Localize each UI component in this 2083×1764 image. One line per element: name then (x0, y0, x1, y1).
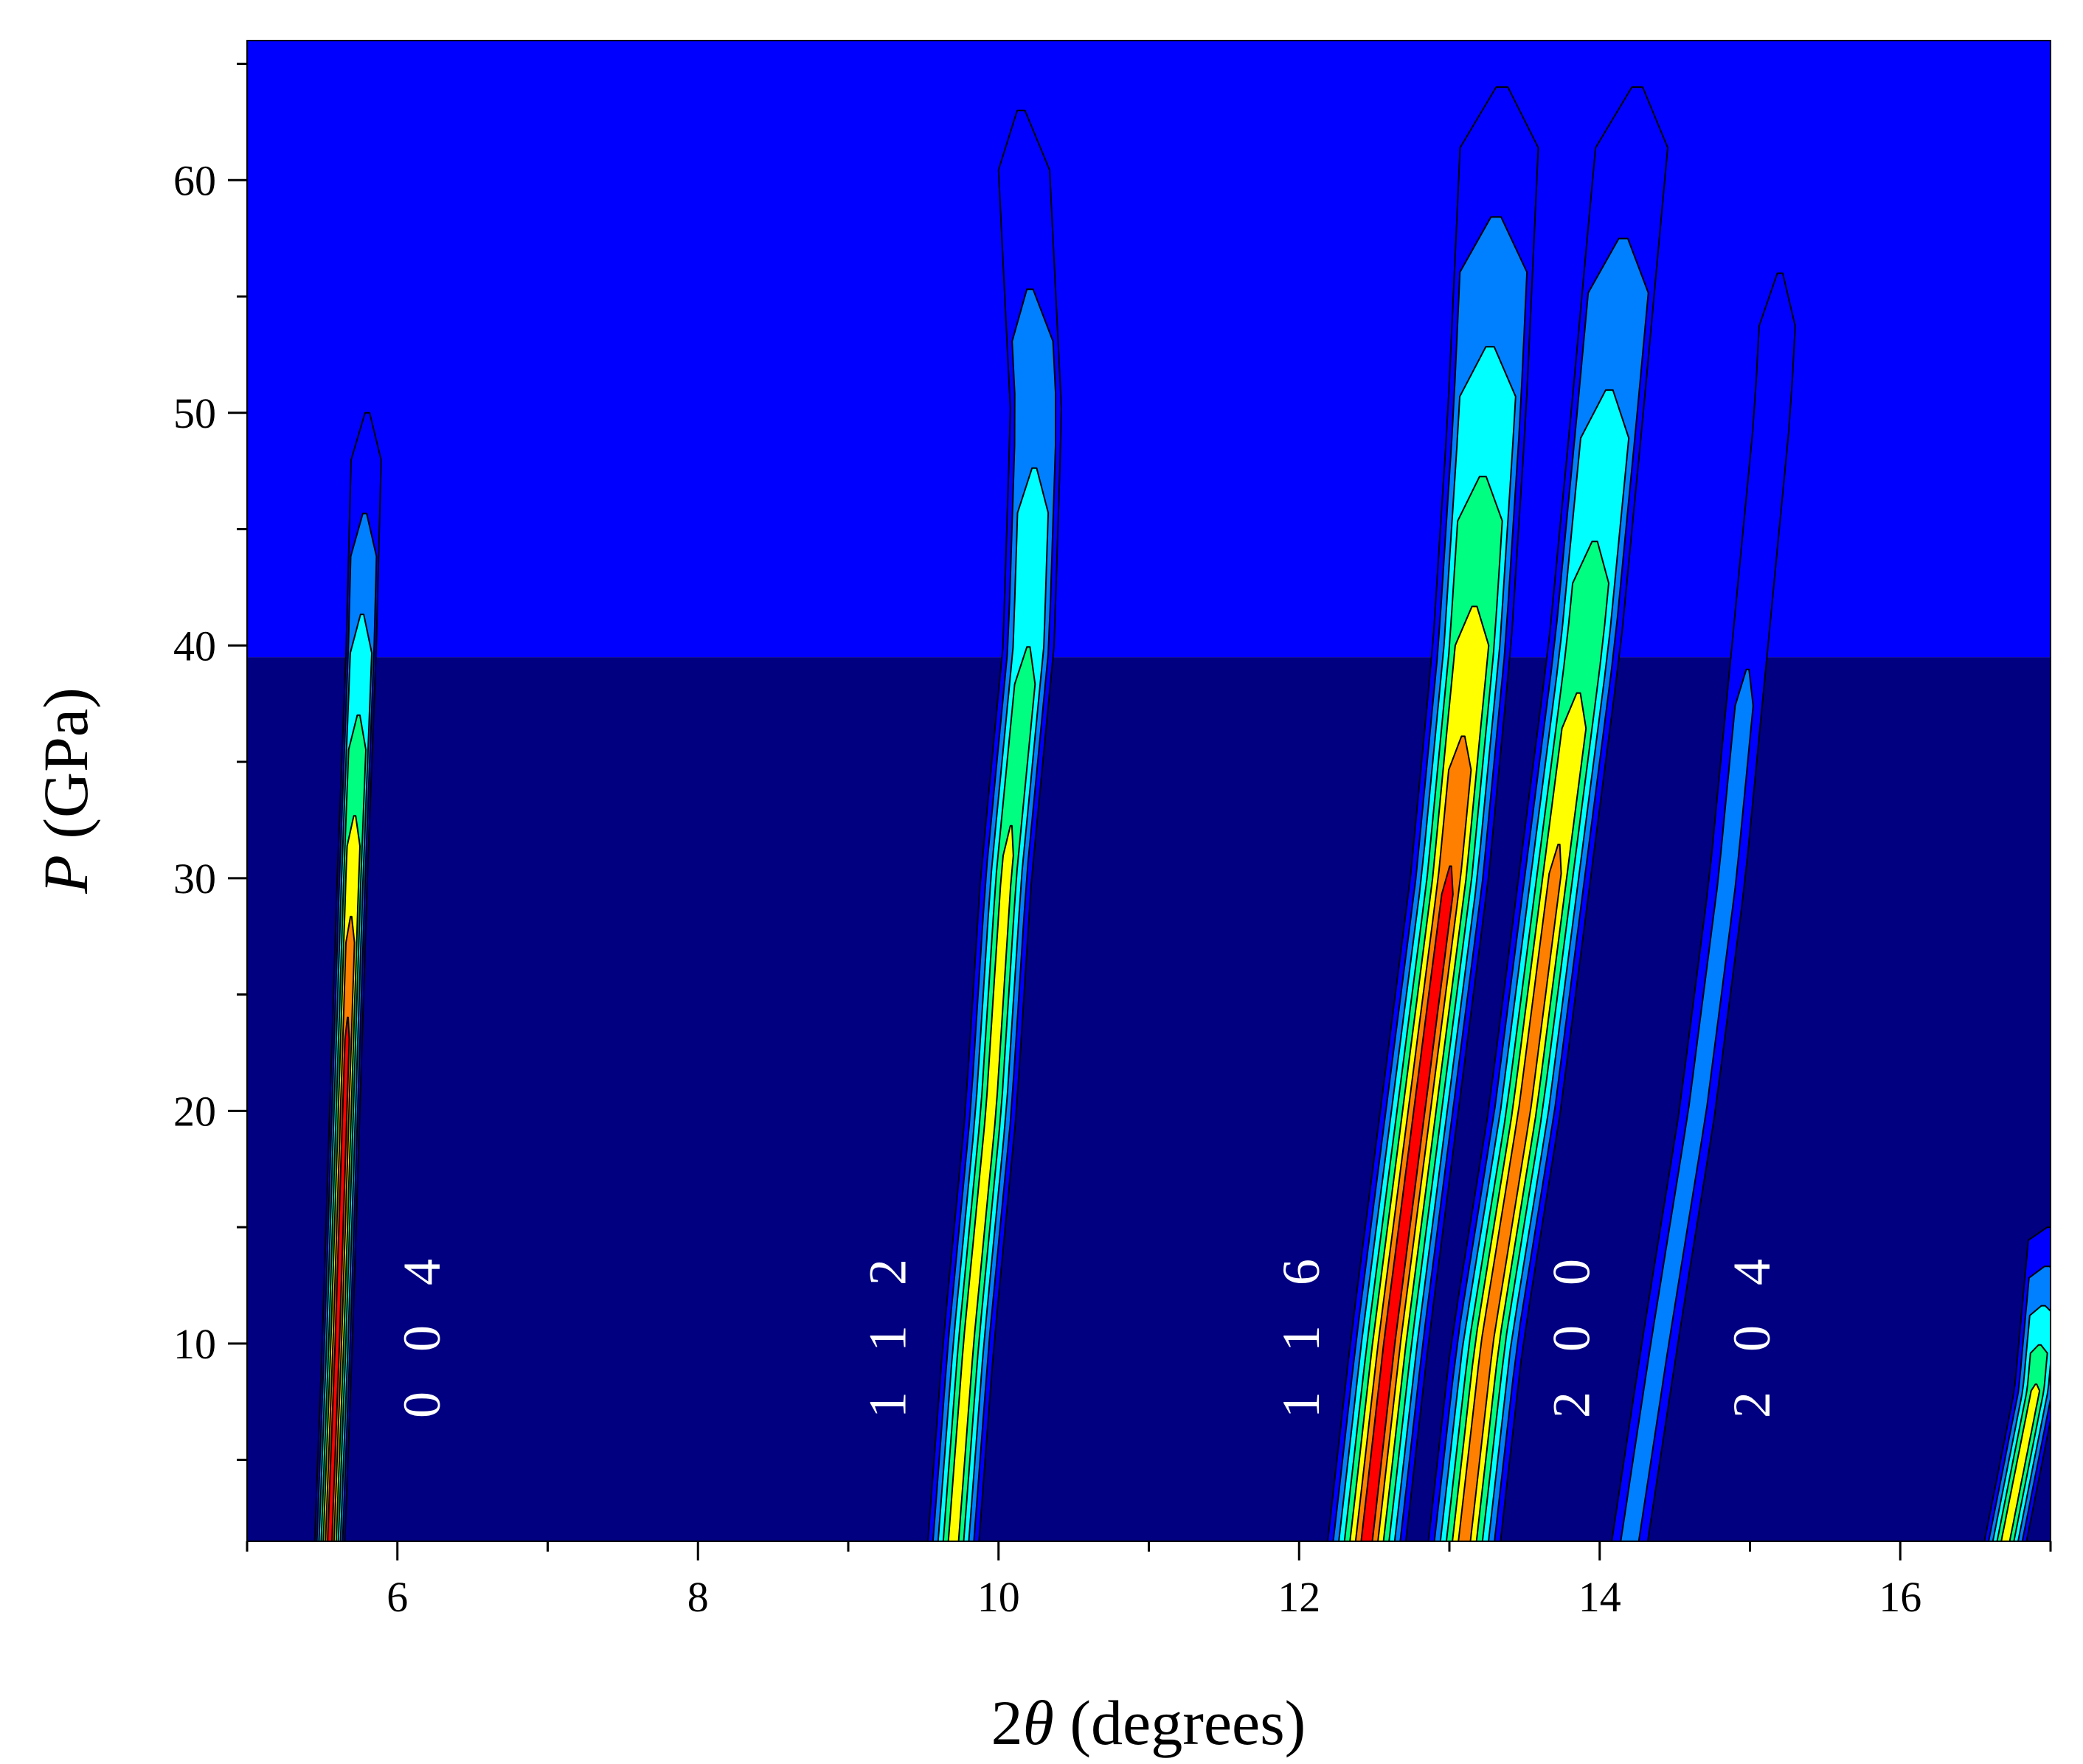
y-axis-title: P (GPa) (30, 687, 101, 894)
peak-contours-0 (313, 412, 382, 1541)
contour-level-5 (947, 824, 1014, 1541)
peak-label: 2 0 0 (1542, 1246, 1601, 1418)
peak-label: 1 1 6 (1272, 1246, 1331, 1418)
x-tick-label: 6 (387, 1573, 408, 1621)
peak-label: 2 0 4 (1722, 1246, 1781, 1418)
plot-area: 0 0 4 1 1 2 1 1 6 2 0 0 2 0 4 (247, 41, 2051, 1541)
x-tick-label: 14 (1578, 1573, 1621, 1621)
y-tick-label: 20 (173, 1087, 216, 1135)
y-tick-label: 30 (173, 855, 216, 903)
peak-contours-2 (1327, 86, 1539, 1541)
x-tick-label: 16 (1879, 1573, 1921, 1621)
peak-contours-5 (1983, 1226, 2051, 1541)
y-tick-label: 50 (173, 389, 216, 437)
x-axis-title-symbol: θ (1023, 1687, 1054, 1758)
x-axis-title-prefix: 2 (991, 1687, 1023, 1758)
peak-contours-3 (1427, 86, 1668, 1541)
y-tick-label: 60 (173, 156, 216, 204)
x-tick-label: 8 (687, 1573, 709, 1621)
contour-layer (247, 41, 2051, 1541)
peak-label: 1 1 2 (859, 1246, 918, 1418)
peak-label: 0 0 4 (392, 1246, 451, 1418)
peak-labels: 0 0 4 1 1 2 1 1 6 2 0 0 2 0 4 (392, 1246, 1781, 1418)
peak-contours-4 (1611, 272, 1796, 1541)
x-tick-label: 12 (1278, 1573, 1320, 1621)
contour-level-2 (1620, 668, 1754, 1541)
y-tick-label: 40 (173, 622, 216, 670)
x-tick-label: 10 (977, 1573, 1020, 1621)
contour-level-7 (327, 1016, 350, 1541)
x-axis: 6 8 10 12 14 16 (246, 1541, 2052, 1621)
x-axis-title-suffix: (degrees) (1054, 1687, 1306, 1758)
contour-level-5 (2000, 1383, 2041, 1541)
contour-level-6 (1458, 844, 1562, 1541)
x-axis-title: 2θ (degrees) (991, 1687, 1306, 1758)
y-axis-title-suffix: (GPa) (30, 687, 101, 855)
y-tick-label: 10 (173, 1320, 216, 1368)
contour-level-7 (1360, 865, 1454, 1541)
y-axis: 10 20 30 40 50 60 (173, 63, 247, 1462)
y-axis-title-symbol: P (30, 855, 101, 895)
contour-level-1 (1611, 272, 1796, 1541)
peak-contours-1 (927, 109, 1062, 1541)
